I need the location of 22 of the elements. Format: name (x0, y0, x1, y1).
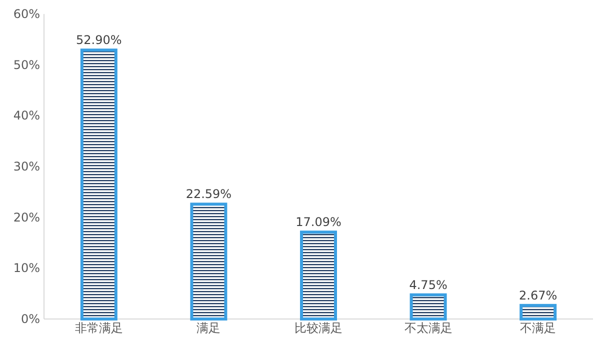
bar (80, 48, 118, 320)
data-label: 17.09% (296, 215, 342, 230)
y-tick-label: 60% (13, 7, 40, 21)
bar (300, 230, 337, 320)
y-tick-label: 40% (13, 108, 40, 123)
data-label: 52.90% (76, 33, 122, 48)
y-tick-label: 10% (13, 261, 40, 276)
data-label: 4.75% (409, 278, 448, 292)
data-label: 22.59% (186, 187, 232, 202)
y-tick-label: 0% (20, 312, 40, 326)
bar (520, 304, 557, 320)
x-tick-label: 不满足 (520, 321, 556, 335)
x-tick-label: 比较满足 (294, 321, 342, 335)
data-label: 2.67% (519, 288, 558, 302)
x-tick-label: 满足 (196, 321, 221, 335)
y-tick-label: 30% (13, 160, 40, 174)
y-tick-label: 50% (13, 58, 40, 72)
bar (410, 293, 447, 320)
x-tick-label: 不太满足 (404, 321, 452, 335)
y-tick-label: 20% (13, 210, 40, 224)
bar (190, 202, 228, 320)
x-tick-label: 非常满足 (74, 321, 123, 335)
